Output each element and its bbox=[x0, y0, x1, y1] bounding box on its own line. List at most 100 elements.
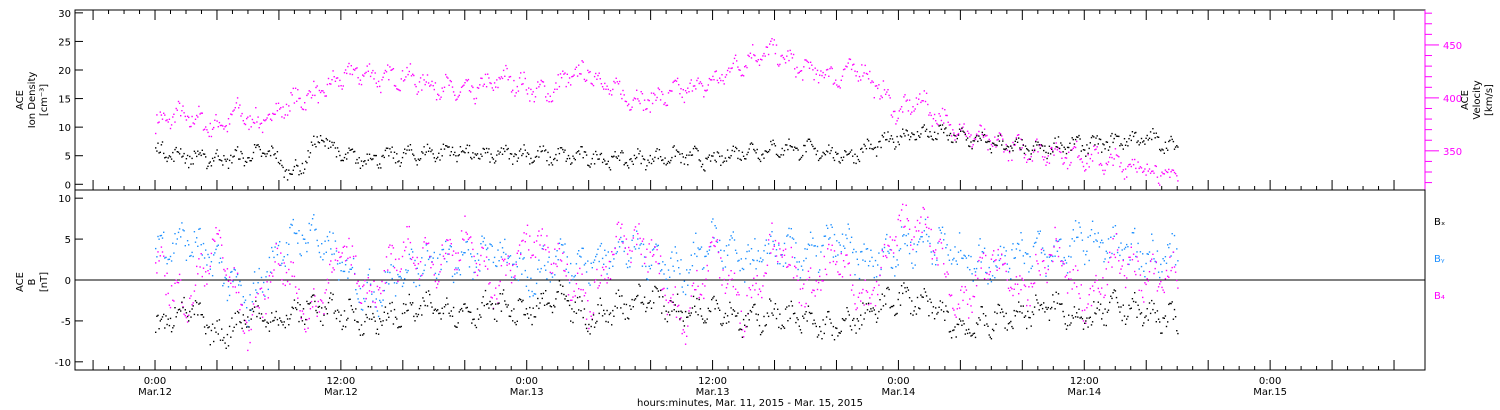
data-point bbox=[215, 227, 217, 229]
data-point bbox=[711, 241, 713, 243]
data-point bbox=[265, 276, 267, 278]
data-point bbox=[991, 275, 994, 277]
data-point bbox=[1096, 307, 1098, 309]
data-point bbox=[1159, 321, 1161, 323]
data-point bbox=[820, 251, 822, 253]
data-point bbox=[995, 259, 997, 261]
data-point bbox=[247, 316, 249, 318]
data-point bbox=[1145, 283, 1147, 286]
data-point bbox=[1038, 144, 1040, 147]
data-point bbox=[406, 149, 408, 151]
data-point bbox=[863, 143, 865, 146]
data-point bbox=[739, 269, 741, 272]
data-point bbox=[501, 77, 504, 80]
data-point bbox=[656, 96, 658, 99]
data-point bbox=[1080, 316, 1082, 318]
data-point bbox=[689, 269, 691, 271]
data-point bbox=[423, 146, 425, 148]
data-point bbox=[616, 157, 618, 159]
data-point bbox=[987, 140, 989, 143]
data-point bbox=[755, 268, 757, 270]
data-point bbox=[175, 279, 177, 281]
data-point bbox=[1053, 246, 1055, 248]
data-point bbox=[968, 145, 970, 147]
data-point bbox=[794, 312, 796, 314]
data-point bbox=[687, 164, 689, 166]
data-point bbox=[504, 150, 506, 153]
data-point bbox=[936, 122, 938, 125]
data-point bbox=[1121, 144, 1123, 146]
data-point bbox=[730, 155, 732, 157]
data-point bbox=[772, 240, 774, 243]
data-point bbox=[792, 53, 795, 56]
data-point bbox=[971, 148, 973, 150]
data-point bbox=[748, 148, 750, 150]
data-point bbox=[238, 107, 240, 109]
data-point bbox=[504, 238, 506, 241]
data-point bbox=[811, 244, 813, 246]
data-point bbox=[354, 273, 356, 275]
data-point bbox=[640, 91, 642, 93]
data-point bbox=[180, 115, 182, 117]
data-point bbox=[1008, 322, 1011, 324]
data-point bbox=[846, 154, 848, 156]
data-point bbox=[1109, 257, 1111, 259]
data-point bbox=[380, 91, 382, 94]
data-point bbox=[441, 87, 443, 89]
data-point bbox=[781, 254, 783, 256]
data-point bbox=[346, 158, 348, 160]
data-point bbox=[522, 299, 524, 302]
data-point bbox=[334, 240, 337, 242]
data-point bbox=[252, 310, 255, 313]
data-point bbox=[1163, 152, 1165, 154]
data-point bbox=[551, 164, 554, 166]
data-point bbox=[565, 85, 567, 88]
data-point bbox=[833, 159, 836, 162]
data-point bbox=[479, 270, 481, 272]
data-point bbox=[795, 321, 797, 324]
data-point bbox=[256, 121, 258, 123]
data-point bbox=[1136, 171, 1138, 173]
data-point bbox=[1033, 306, 1036, 308]
data-point bbox=[1161, 332, 1163, 334]
data-point bbox=[969, 145, 971, 148]
data-point bbox=[1044, 156, 1046, 158]
data-point bbox=[556, 88, 558, 90]
data-point bbox=[1095, 148, 1097, 150]
data-point bbox=[812, 237, 814, 239]
data-point bbox=[648, 302, 650, 304]
data-point bbox=[715, 161, 717, 163]
data-point bbox=[496, 298, 498, 300]
data-point bbox=[754, 289, 756, 291]
data-point bbox=[648, 161, 650, 164]
data-point bbox=[622, 242, 624, 244]
data-point bbox=[1013, 309, 1015, 312]
data-point bbox=[1069, 142, 1071, 144]
data-point bbox=[731, 313, 733, 315]
data-point bbox=[476, 308, 479, 310]
data-point bbox=[802, 79, 804, 81]
data-point bbox=[630, 308, 632, 310]
data-point bbox=[1073, 282, 1076, 284]
data-point bbox=[864, 64, 866, 67]
data-point bbox=[246, 117, 248, 120]
data-point bbox=[335, 77, 338, 79]
data-point bbox=[450, 243, 452, 245]
data-point bbox=[905, 129, 907, 131]
data-point bbox=[279, 241, 281, 243]
data-point bbox=[878, 141, 880, 143]
data-point bbox=[1039, 230, 1041, 232]
data-point bbox=[931, 138, 933, 140]
data-point bbox=[674, 246, 676, 248]
data-point bbox=[946, 134, 948, 137]
data-point bbox=[305, 109, 307, 111]
data-point bbox=[299, 97, 301, 100]
data-point bbox=[1135, 301, 1137, 303]
data-point bbox=[529, 235, 531, 237]
data-point bbox=[981, 306, 983, 308]
data-point bbox=[703, 322, 705, 324]
data-point bbox=[930, 135, 932, 137]
data-point bbox=[476, 153, 479, 155]
data-point bbox=[308, 303, 310, 305]
data-point bbox=[894, 148, 896, 150]
